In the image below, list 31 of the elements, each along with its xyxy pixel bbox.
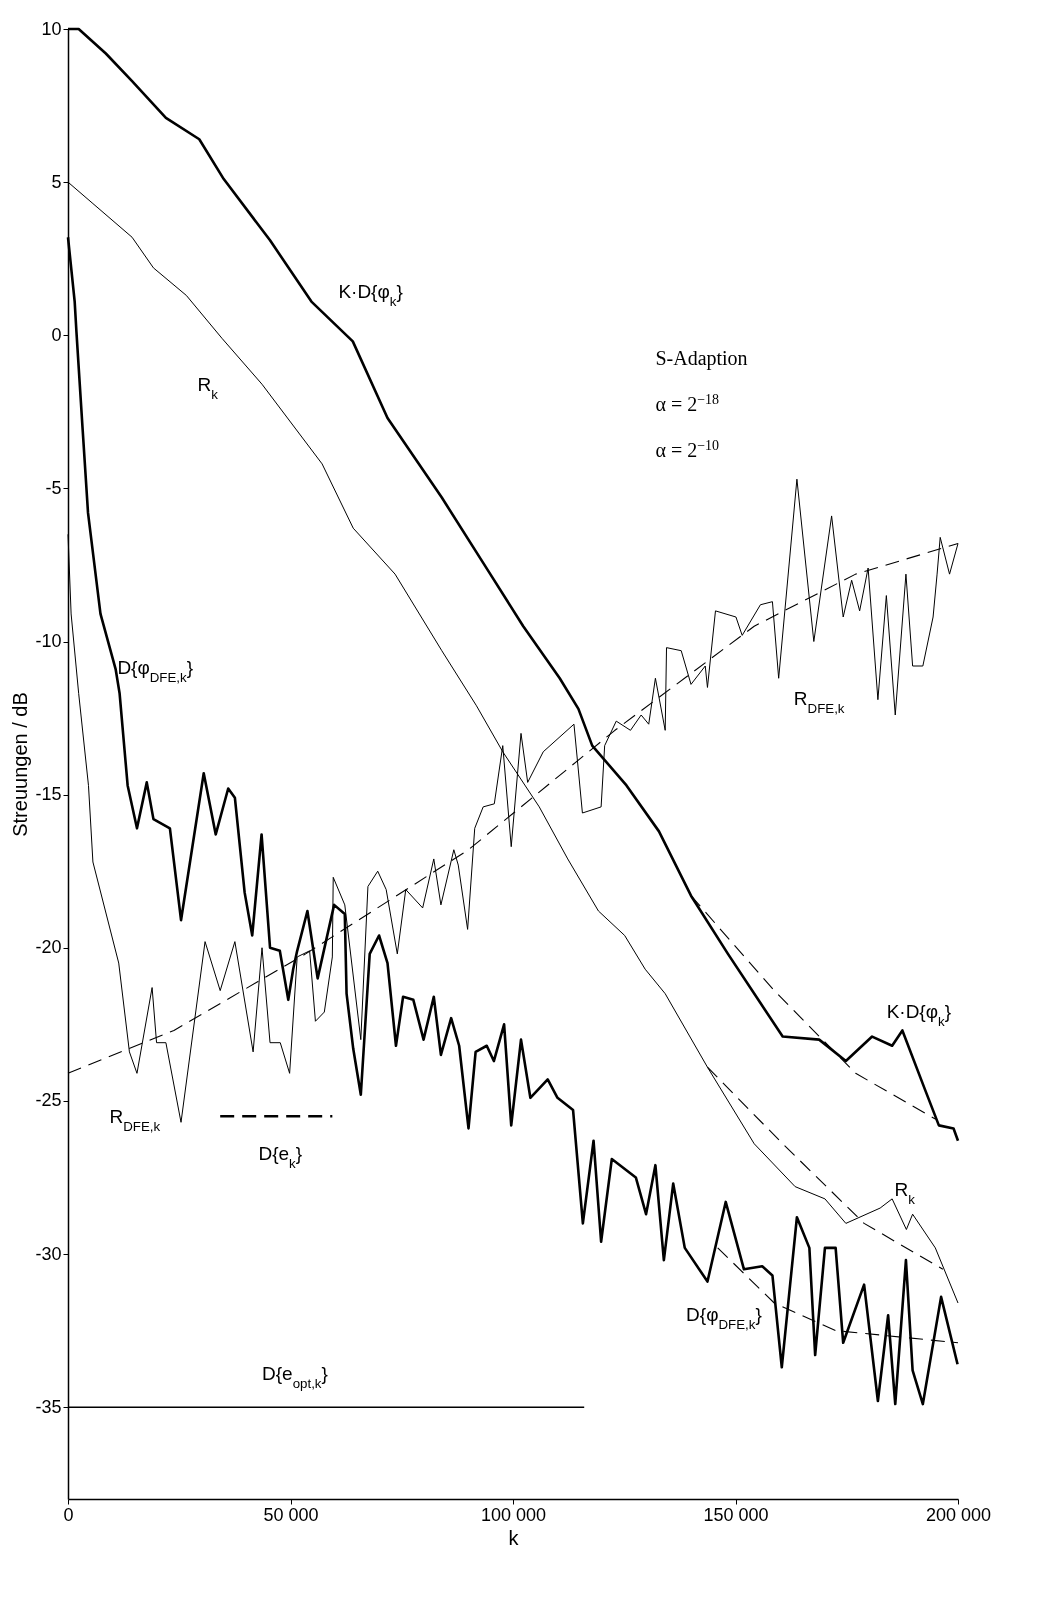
y-tick-label: -10 xyxy=(35,631,62,651)
text: K·D{φ$_{k}$} xyxy=(338,281,403,309)
line-series xyxy=(706,1066,944,1270)
text: R$_{k}$ xyxy=(197,373,218,402)
y-tick-label: -30 xyxy=(35,1243,62,1264)
annotation: α = 2$^{−10}$ xyxy=(655,437,720,461)
y-tick-label: 0 xyxy=(51,324,62,345)
series-label: R$_{k}$ xyxy=(894,1179,916,1207)
y-tick-label: 5 xyxy=(51,171,62,192)
y-tick-label: -25 xyxy=(35,1090,62,1111)
series-label: D{φ$_{DFE,k}$} xyxy=(117,657,194,685)
x-tick-label: 200 000 xyxy=(925,1504,992,1525)
y-tick-label: -5 xyxy=(45,477,62,498)
series-label: K·D{φ$_{k}$} xyxy=(886,1001,952,1029)
y-tick-label: -15 xyxy=(35,784,62,805)
annotation: α = 2$^{−18}$ xyxy=(655,391,720,415)
series-label: D{e$_{k}$} xyxy=(258,1142,303,1171)
x-axis-title: k xyxy=(508,1526,520,1549)
y-tick-label: -20 xyxy=(35,937,62,958)
annotation: S-Adaption xyxy=(655,347,748,370)
x-tick-label: 100 000 xyxy=(480,1504,547,1525)
x-tick-label: 150 000 xyxy=(703,1504,769,1525)
y-tick-label: -35 xyxy=(35,1396,62,1417)
series-label: D{e$_{opt,k}$} xyxy=(262,1363,328,1391)
text: D{φ$_{DFE,k}$} xyxy=(686,1304,762,1332)
y-axis-title: Streuungen / dB xyxy=(9,692,32,837)
y-tick-label: 10 xyxy=(41,18,62,39)
series-label: R$_{DFE,k}$ xyxy=(109,1105,161,1134)
line-series xyxy=(690,895,937,1120)
text: R$_{DFE,k}$ xyxy=(793,688,845,716)
x-tick-label: 50 000 xyxy=(263,1504,319,1525)
